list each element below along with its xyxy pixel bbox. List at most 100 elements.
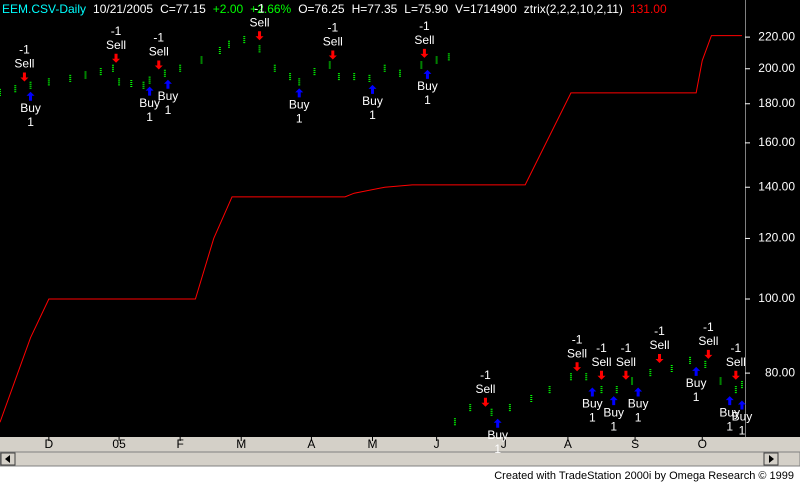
equity-line xyxy=(0,35,742,423)
buy-arrow xyxy=(725,396,734,406)
signal-action: Buy xyxy=(628,397,649,411)
signal-qty: -1 xyxy=(621,341,632,355)
scrollbar[interactable] xyxy=(0,451,800,467)
header-text: O=76.25 xyxy=(298,2,345,16)
buy-arrow xyxy=(692,366,701,376)
signal-qty: 1 xyxy=(494,442,501,456)
signal-qty: -1 xyxy=(19,43,30,57)
signal-action: Buy xyxy=(582,397,603,411)
signal-qty: -1 xyxy=(480,368,491,382)
signal-action: Sell xyxy=(726,355,746,369)
signal-action: Buy xyxy=(289,97,310,111)
header-text: +2.66% xyxy=(250,2,291,16)
header-text: 10/21/2005 xyxy=(93,2,153,16)
buy-arrow xyxy=(295,88,304,98)
y-tick-label: 160.00 xyxy=(758,135,795,149)
plot-area xyxy=(0,0,800,437)
signal-action: Buy xyxy=(686,376,707,390)
signal-qty: 1 xyxy=(726,419,733,433)
y-tick-label: 120.00 xyxy=(758,231,795,245)
x-tick-label: 05 xyxy=(112,437,126,451)
signal-action: Sell xyxy=(698,334,718,348)
header-text: 131.00 xyxy=(630,2,667,16)
buy-arrow xyxy=(26,91,35,101)
sell-arrow xyxy=(621,370,630,380)
signal-qty: -1 xyxy=(703,320,714,334)
sell-arrow xyxy=(154,60,163,70)
signal-qty: 1 xyxy=(146,110,153,124)
header-text: L=75.90 xyxy=(404,2,448,16)
signal-action: Sell xyxy=(591,355,611,369)
signal-qty: -1 xyxy=(327,21,338,35)
x-tick-label: J xyxy=(434,437,440,451)
signal-qty: 1 xyxy=(296,111,303,125)
scroll-left-arrow xyxy=(5,455,10,463)
sell-arrow xyxy=(255,31,264,41)
signal-qty: -1 xyxy=(731,341,742,355)
signal-qty: -1 xyxy=(254,1,265,15)
signal-action: Buy xyxy=(732,410,753,424)
buy-arrow xyxy=(145,86,154,96)
signal-action: Buy xyxy=(20,101,41,115)
x-axis-strip xyxy=(0,437,800,452)
signal-action: Sell xyxy=(567,346,587,360)
buy-arrow xyxy=(163,79,172,89)
signal-action: Sell xyxy=(14,57,34,71)
signal-qty: -1 xyxy=(419,19,430,33)
y-tick-label: 200.00 xyxy=(758,61,795,75)
signal-action: Sell xyxy=(106,38,126,52)
sell-arrow xyxy=(597,370,606,380)
header-text: H=77.35 xyxy=(352,2,398,16)
signal-action: Buy xyxy=(487,428,508,442)
signal-action: Buy xyxy=(362,94,383,108)
signal-action: Sell xyxy=(250,15,270,29)
y-tick-label: 80.00 xyxy=(765,365,795,379)
signal-action: Buy xyxy=(417,79,438,93)
signal-action: Sell xyxy=(414,33,434,47)
signal-action: Sell xyxy=(149,45,169,59)
y-tick-label: 100.00 xyxy=(758,291,795,305)
signal-qty: 1 xyxy=(165,103,172,117)
signal-action: Sell xyxy=(475,382,495,396)
x-tick-label: D xyxy=(45,437,54,451)
signal-action: Sell xyxy=(323,35,343,49)
sell-arrow xyxy=(704,349,713,359)
y-tick-label: 180.00 xyxy=(758,96,795,110)
signal-qty: 1 xyxy=(589,411,596,425)
y-tick-label: 140.00 xyxy=(758,179,795,193)
x-tick-label: M xyxy=(368,437,378,451)
signal-action: Buy xyxy=(603,405,624,419)
buy-arrow xyxy=(423,69,432,79)
x-tick-label: A xyxy=(564,437,572,451)
signal-action: Buy xyxy=(158,89,179,103)
signal-action: Buy xyxy=(719,405,740,419)
x-tick-label: F xyxy=(176,437,183,451)
sell-arrow xyxy=(20,72,29,82)
signal-qty: -1 xyxy=(654,324,665,338)
signal-qty: 1 xyxy=(424,93,431,107)
sell-arrow xyxy=(112,53,121,63)
buy-arrow xyxy=(493,418,502,428)
header-text: EEM.CSV-Daily xyxy=(2,2,86,16)
footer: Created with TradeStation 2000i by Omega… xyxy=(494,470,794,482)
signal-qty: -1 xyxy=(596,341,607,355)
signal-qty: -1 xyxy=(572,332,583,346)
buy-arrow xyxy=(737,400,746,410)
signal-action: Sell xyxy=(616,355,636,369)
sell-arrow xyxy=(731,370,740,380)
sell-arrow xyxy=(481,397,490,407)
y-tick-label: 220.00 xyxy=(758,29,795,43)
sell-arrow xyxy=(420,48,429,58)
buy-arrow xyxy=(634,387,643,397)
x-tick-label: A xyxy=(307,437,315,451)
x-tick-label: M xyxy=(236,437,246,451)
signal-qty: -1 xyxy=(153,31,164,45)
buy-arrow xyxy=(368,84,377,94)
signal-qty: 1 xyxy=(739,424,746,438)
header-text: +2.00 xyxy=(213,2,244,16)
buy-arrow xyxy=(609,396,618,406)
signal-qty: 1 xyxy=(27,115,34,129)
signal-qty: 1 xyxy=(369,108,376,122)
